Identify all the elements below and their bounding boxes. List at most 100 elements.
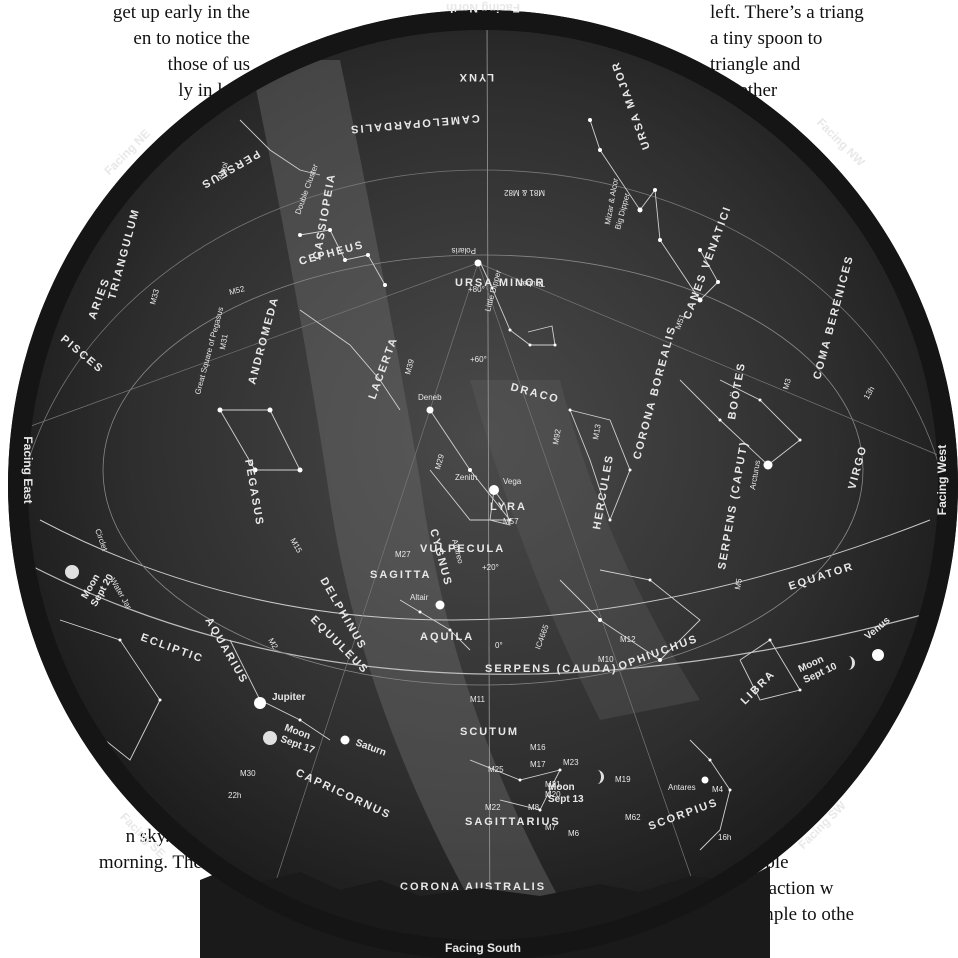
label-ursa-minor: URSA MINOR <box>455 277 545 289</box>
label-jupiter: Jupiter <box>272 692 305 703</box>
label-dec-zero: 0° <box>495 641 503 650</box>
label-m11: M11 <box>470 695 486 704</box>
label-sagittarius: SAGITTARIUS <box>465 816 561 828</box>
label-dec-plus60: +60° <box>470 355 487 364</box>
declination-circle <box>102 254 864 686</box>
label-m8: M8 <box>528 803 540 812</box>
hour-line <box>477 262 721 955</box>
arcturus-star <box>763 460 773 470</box>
label-m57: M57 <box>503 517 519 526</box>
label-m16: M16 <box>530 743 546 752</box>
bootes-lines <box>679 379 801 466</box>
bright-stars <box>65 259 884 784</box>
label-serpens-cauda: SERPENS (CAUDA) <box>485 663 618 675</box>
label-sagitta: SAGITTA <box>370 569 431 581</box>
moon-sept-10-icon <box>848 656 855 670</box>
polaris-star <box>474 259 482 267</box>
milky-way-band <box>250 60 560 900</box>
label-m62: M62 <box>625 813 641 822</box>
label-m27: M27 <box>395 550 411 559</box>
label-m81-m82: M81 & M82 <box>504 188 545 197</box>
label-facing-west: Facing West <box>935 445 949 515</box>
text-line: en to notice the <box>133 28 250 49</box>
label-m23: M23 <box>563 758 579 767</box>
text-line: triangle and <box>710 54 801 75</box>
label-corona-australis: CORONA AUSTRALIS <box>400 881 546 893</box>
sky-disc <box>28 30 938 940</box>
label-altair: Altair <box>410 593 429 602</box>
label-m31: M31 <box>218 333 230 350</box>
saturn-planet <box>340 735 350 745</box>
label-m92: M92 <box>551 428 563 445</box>
label-facing-east: Facing East <box>21 436 35 503</box>
hour-line <box>19 262 479 431</box>
antares-star <box>701 776 709 784</box>
moon-sept-17-icon <box>263 731 277 745</box>
label-m4: M4 <box>712 785 724 794</box>
label-m39: M39 <box>403 358 416 376</box>
aquila-lines <box>399 599 471 651</box>
text-line: a tiny spoon to <box>710 28 823 49</box>
meridian-line <box>486 17 491 951</box>
label-m10: M10 <box>598 655 614 664</box>
moon-sept-13-label: Moon <box>548 782 575 793</box>
label-dec-plus80: +80° <box>468 285 485 294</box>
label-m29: M29 <box>433 453 446 471</box>
label-m33: M33 <box>148 288 161 306</box>
star-field <box>118 118 802 812</box>
text-line: those of us <box>167 54 250 75</box>
milky-way-rift <box>470 380 700 720</box>
label-m19: M19 <box>615 775 631 784</box>
label-facing-north: Facing North <box>446 1 520 15</box>
hour-line <box>477 262 951 461</box>
label-m12: M12 <box>620 635 636 644</box>
label-m5: M5 <box>733 577 744 590</box>
equator-line <box>39 519 931 621</box>
venus-planet <box>872 649 884 661</box>
altair-star <box>435 600 445 610</box>
label-scutum: SCUTUM <box>460 726 519 738</box>
moon-sept-13: Moon Sept 13 <box>548 782 584 805</box>
hercules-lines <box>569 409 631 522</box>
label-antares: Antares <box>668 783 696 792</box>
label-dec-plus20: +20° <box>482 563 499 572</box>
label-m17: M17 <box>530 760 546 769</box>
jupiter-planet <box>254 697 266 709</box>
label-m22: M22 <box>485 803 501 812</box>
label-aquila: AQUILA <box>420 631 474 643</box>
moon-sept-20-icon <box>65 565 79 579</box>
label-m3: M3 <box>781 377 793 391</box>
ecliptic-line <box>19 559 941 675</box>
horizon-silhouette <box>8 10 958 958</box>
label-m13: M13 <box>591 423 603 440</box>
capricornus-lines <box>229 639 331 741</box>
label-m7: M7 <box>545 823 557 832</box>
label-vulpecula: VULPECULA <box>420 543 505 555</box>
label-m30: M30 <box>240 769 256 778</box>
label-hour-22h: 22h <box>228 791 241 800</box>
label-m20: M20 <box>545 790 561 799</box>
label-hour-16h: 16h <box>718 833 731 842</box>
label-m52: M52 <box>228 284 246 297</box>
label-lyra: LYRA <box>490 501 527 513</box>
andromeda-lines <box>299 309 401 411</box>
label-m25: M25 <box>488 765 504 774</box>
label-polaris: Polaris <box>452 246 476 255</box>
vega-star <box>489 485 499 495</box>
text-line: left. There’s a triang <box>710 2 864 23</box>
label-deneb: Deneb <box>418 393 442 402</box>
label-zenith: Zenith <box>455 473 477 482</box>
ophiuchus-lines <box>559 569 701 661</box>
moon-sept-13-icon <box>597 770 604 784</box>
lyra-lines <box>489 489 511 526</box>
label-facing-south: Facing South <box>445 941 521 955</box>
label-thuban: Thuban <box>518 279 545 288</box>
label-vega: Vega <box>503 477 522 486</box>
text-line: get up early in the <box>112 2 250 23</box>
label-m21: M21 <box>545 780 561 789</box>
label-lynx: LYNX <box>458 71 494 83</box>
constellation-lines <box>59 119 801 851</box>
ursa-major-lines <box>589 119 719 301</box>
label-m6: M6 <box>568 829 580 838</box>
